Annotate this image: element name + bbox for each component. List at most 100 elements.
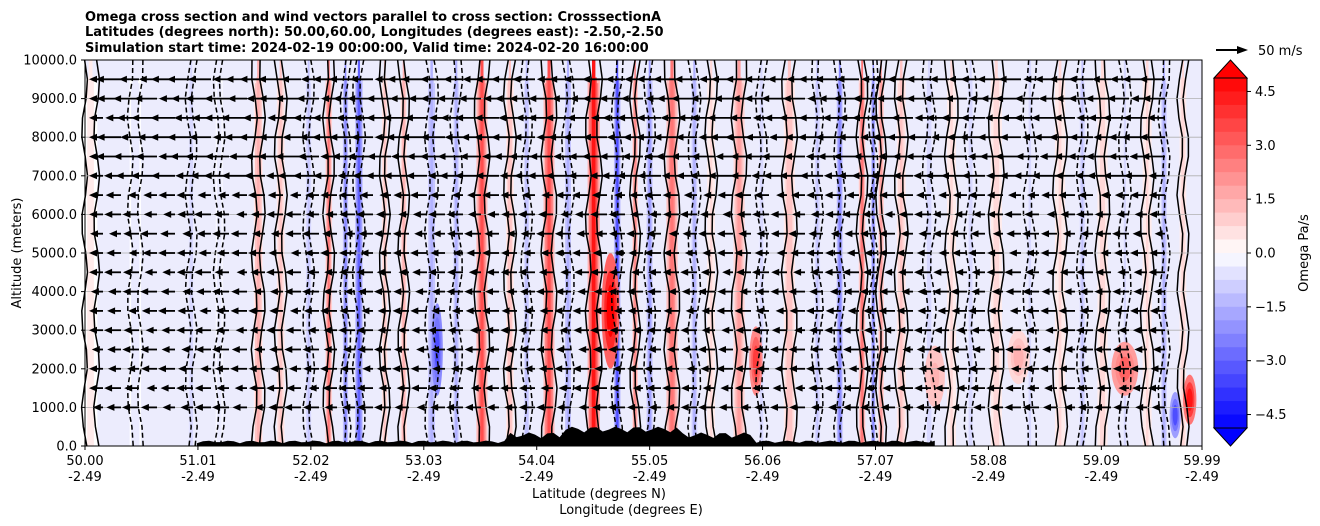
wind-vector-head-r4-c36 xyxy=(735,326,744,334)
wind-vector-head-r9-c44 xyxy=(878,230,887,238)
wind-vector-head-r5-c31 xyxy=(644,307,652,315)
wind-vector-head-r3-c7 xyxy=(212,346,220,353)
wind-vector-head-r0-c38 xyxy=(770,403,778,411)
wind-vector-head-r10-c56 xyxy=(1094,210,1103,218)
wind-vector-head-r1-c17 xyxy=(396,384,405,392)
wind-vector-head-r6-c14 xyxy=(344,288,353,296)
wind-vector-head-r5-c53 xyxy=(1040,307,1049,315)
wind-vector-head-r5-c29 xyxy=(613,307,622,315)
wind-vector-head-r14-c46 xyxy=(907,133,916,141)
colorbar-segment-22 xyxy=(1214,374,1247,389)
wind-vector-head-r16-c23 xyxy=(494,95,503,103)
wind-vector-head-r16-c59 xyxy=(1142,95,1151,103)
wind-vector-head-r0-c50 xyxy=(989,403,998,411)
colorbar-segment-6 xyxy=(1214,158,1247,173)
wind-vector-head-r4-c40 xyxy=(809,326,818,334)
wind-vector-head-r13-c3 xyxy=(135,153,144,160)
wind-vector-head-r0-c52 xyxy=(1022,403,1031,411)
wind-vector-head-r12-c1 xyxy=(104,172,112,180)
wind-vector-head-r12-c40 xyxy=(799,172,808,180)
wind-vector-head-r1-c36 xyxy=(734,384,743,392)
wind-vector-head-r10-c9 xyxy=(251,210,259,218)
y-tick-label-8: 8000.0 xyxy=(32,131,78,146)
wind-vector-head-r9-c26 xyxy=(554,230,563,238)
wind-vector-head-r7-c0 xyxy=(89,268,97,276)
wind-vector-head-r1-c43 xyxy=(864,384,873,392)
wind-vector-head-r7-c16 xyxy=(376,268,385,276)
wind-vector-head-r7-c23 xyxy=(500,268,509,276)
wind-vector-head-r0-c20 xyxy=(446,403,455,411)
wind-vector-head-r4-c42 xyxy=(842,326,851,334)
wind-vector-head-r9-c53 xyxy=(1041,230,1049,238)
wind-vector-head-r2-c26 xyxy=(554,365,563,373)
wind-vector-head-r7-c40 xyxy=(809,268,818,276)
wind-vector-head-r8-c47 xyxy=(938,249,947,257)
wind-vector-head-r1-c19 xyxy=(428,384,437,392)
wind-vector-head-r10-c0 xyxy=(89,210,98,218)
wind-vector-head-r14-c19 xyxy=(420,133,429,141)
title-line-3: Simulation start time: 2024-02-19 00:00:… xyxy=(85,41,649,56)
wind-vector-head-r9-c40 xyxy=(808,230,817,238)
wind-vector-head-r10-c6 xyxy=(194,210,202,218)
wind-vector-head-r1-c1 xyxy=(104,384,113,392)
wind-vector-head-r6-c54 xyxy=(1063,288,1072,296)
wind-vector-head-r6-c6 xyxy=(196,288,204,296)
wind-vector-head-r9-c43 xyxy=(860,230,869,238)
wind-vector-head-r12-c5 xyxy=(175,172,184,180)
wind-vector-head-r17-c17 xyxy=(387,75,396,83)
wind-vector-head-r8-c7 xyxy=(216,249,225,257)
wind-vector-head-r7-c39 xyxy=(793,268,802,276)
wind-vector-head-r5-c22 xyxy=(482,307,490,315)
wind-vector-head-r16-c24 xyxy=(509,95,518,103)
wind-vector-head-r15-c44 xyxy=(869,114,878,122)
wind-vector-head-r8-c24 xyxy=(522,249,531,257)
wind-vector-head-r11-c17 xyxy=(393,191,402,199)
wind-vector-head-r14-c44 xyxy=(871,133,880,141)
wind-vector-head-r10-c31 xyxy=(648,210,657,218)
wind-vector-head-r12-c10 xyxy=(265,172,274,180)
wind-vector-head-r17-c25 xyxy=(536,75,545,83)
wind-vector-head-r11-c45 xyxy=(896,191,904,199)
wind-vector-head-r15-c40 xyxy=(798,114,807,122)
wind-vector-head-r3-c43 xyxy=(860,346,868,353)
colorbar-segment-25 xyxy=(1214,414,1247,429)
wind-vector-head-r16-c49 xyxy=(969,95,977,103)
wind-vector-head-r7-c9 xyxy=(250,268,259,276)
wind-vector-head-r13-c23 xyxy=(493,153,502,160)
wind-vector-head-r13-c29 xyxy=(599,153,608,160)
wind-vector-head-r8-c56 xyxy=(1100,249,1109,257)
wind-vector-head-r17-c9 xyxy=(239,75,248,83)
wind-vector-head-r6-c20 xyxy=(446,288,455,296)
colorbar-segment-14 xyxy=(1214,266,1247,281)
wind-vector-head-r3-c28 xyxy=(592,346,601,353)
wind-vector-head-r8-c23 xyxy=(501,249,509,257)
wind-vector-head-r17-c23 xyxy=(491,75,500,83)
wind-vector-head-r7-c17 xyxy=(398,268,407,276)
wind-vector-head-r17-c1 xyxy=(95,75,104,83)
wind-vector-head-r13-c46 xyxy=(905,153,914,160)
wind-vector-head-r5-c26 xyxy=(554,307,563,315)
wind-vector-head-r14-c53 xyxy=(1033,133,1042,141)
wind-vector-head-r4-c5 xyxy=(176,326,185,334)
wind-vector-head-r12-c59 xyxy=(1148,172,1157,180)
wind-vector-head-r6-c9 xyxy=(253,288,261,296)
wind-vector-head-r14-c36 xyxy=(725,133,733,141)
wind-vector-head-r10-c18 xyxy=(412,210,421,218)
wind-vector-head-r16-c1 xyxy=(96,95,105,103)
wind-vector-head-r0-c4 xyxy=(162,403,171,411)
wind-vector-head-r14-c6 xyxy=(189,133,198,141)
wind-vector-head-r17-c58 xyxy=(1122,75,1131,83)
wind-vector-head-r16-c38 xyxy=(761,95,770,103)
wind-vector-head-r12-c7 xyxy=(203,172,212,180)
wind-vector-head-r13-c33 xyxy=(671,153,679,160)
wind-vector-head-r10-c28 xyxy=(590,210,599,218)
wind-vector-head-r3-c5 xyxy=(181,346,190,353)
wind-vector-head-r9-c41 xyxy=(830,230,839,238)
wind-vector-head-r9-c18 xyxy=(414,230,423,238)
wind-vector-head-r12-c25 xyxy=(527,172,536,180)
wind-vector-head-r17-c16 xyxy=(374,75,383,83)
wind-vector-head-r12-c24 xyxy=(514,172,523,180)
wind-vector-head-r10-c23 xyxy=(501,210,510,218)
wind-vector-head-r3-c42 xyxy=(843,346,852,353)
wind-vector-head-r12-c41 xyxy=(823,172,832,180)
